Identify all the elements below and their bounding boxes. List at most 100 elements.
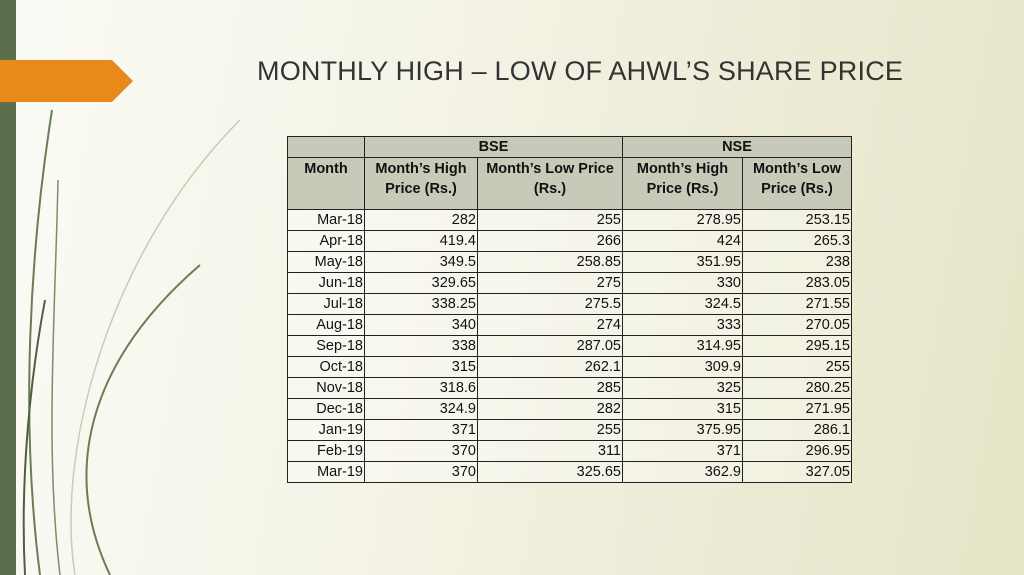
price-cell: 375.95 <box>622 419 743 441</box>
price-cell: 255 <box>477 419 623 441</box>
month-cell: Dec-18 <box>287 398 365 420</box>
price-cell: 275.5 <box>477 293 623 315</box>
data-row: Jun-18 329.65 275 330 283.05 <box>287 272 852 294</box>
month-cell: Nov-18 <box>287 377 365 399</box>
month-cell: May-18 <box>287 251 365 273</box>
month-cell: Apr-18 <box>287 230 365 252</box>
price-cell: 271.95 <box>742 398 852 420</box>
price-cell: 371 <box>364 419 478 441</box>
price-cell: 283.05 <box>742 272 852 294</box>
data-row: May-18 349.5 258.85 351.95 238 <box>287 251 852 273</box>
side-bar <box>0 0 16 575</box>
price-cell: 324.9 <box>364 398 478 420</box>
month-cell: Sep-18 <box>287 335 365 357</box>
column-header-row: Month Month’s High Price (Rs.) Month’s Low… <box>287 157 852 210</box>
price-cell: 280.25 <box>742 377 852 399</box>
column-header: Month <box>287 157 365 210</box>
month-cell: Jan-19 <box>287 419 365 441</box>
month-cell: Aug-18 <box>287 314 365 336</box>
price-cell: 275 <box>477 272 623 294</box>
data-row: Sep-18 338 287.05 314.95 295.15 <box>287 335 852 357</box>
price-cell: 282 <box>364 209 478 231</box>
price-cell: 419.4 <box>364 230 478 252</box>
price-cell: 278.95 <box>622 209 743 231</box>
price-cell: 362.9 <box>622 461 743 483</box>
price-cell: 266 <box>477 230 623 252</box>
month-cell: Jul-18 <box>287 293 365 315</box>
header-cell <box>287 136 365 158</box>
column-header: Month’s Low Price (Rs.) <box>742 157 852 210</box>
price-cell: 265.3 <box>742 230 852 252</box>
column-header: Month’s High Price (Rs.) <box>622 157 743 210</box>
price-cell: 270.05 <box>742 314 852 336</box>
column-header: Month’s Low Price (Rs.) <box>477 157 623 210</box>
price-cell: 333 <box>622 314 743 336</box>
grass <box>28 109 53 575</box>
price-cell: 271.55 <box>742 293 852 315</box>
price-cell: 282 <box>477 398 623 420</box>
price-cell: 371 <box>622 440 743 462</box>
price-cell: 330 <box>622 272 743 294</box>
data-row: Mar-19 370 325.65 362.9 327.05 <box>287 461 852 483</box>
price-cell: 238 <box>742 251 852 273</box>
price-cell: 285 <box>477 377 623 399</box>
price-cell: 370 <box>364 461 478 483</box>
price-cell: 370 <box>364 440 478 462</box>
price-cell: 351.95 <box>622 251 743 273</box>
price-cell: 325.65 <box>477 461 623 483</box>
data-row: Nov-18 318.6 285 325 280.25 <box>287 377 852 399</box>
price-cell: 338.25 <box>364 293 478 315</box>
orange-arrow <box>0 60 133 102</box>
price-cell: 325 <box>622 377 743 399</box>
price-cell: 258.85 <box>477 251 623 273</box>
group-header-row: BSE NSE <box>287 136 852 158</box>
price-cell: 255 <box>477 209 623 231</box>
grass <box>70 119 241 575</box>
data-row: Dec-18 324.9 282 315 271.95 <box>287 398 852 420</box>
month-cell: Jun-18 <box>287 272 365 294</box>
price-cell: 274 <box>477 314 623 336</box>
slide-title: MONTHLY HIGH – LOW OF AHWL’S SHARE PRICE <box>257 56 904 86</box>
group-header: BSE <box>364 136 623 158</box>
data-row: Mar-18 282 255 278.95 253.15 <box>287 209 852 231</box>
price-cell: 315 <box>364 356 478 378</box>
price-cell: 314.95 <box>622 335 743 357</box>
month-cell: Feb-19 <box>287 440 365 462</box>
price-cell: 349.5 <box>364 251 478 273</box>
month-cell: Mar-18 <box>287 209 365 231</box>
price-cell: 287.05 <box>477 335 623 357</box>
data-row: Aug-18 340 274 333 270.05 <box>287 314 852 336</box>
month-cell: Oct-18 <box>287 356 365 378</box>
group-header: NSE <box>622 136 852 158</box>
price-cell: 327.05 <box>742 461 852 483</box>
grass <box>22 299 46 575</box>
price-cell: 309.9 <box>622 356 743 378</box>
price-cell: 311 <box>477 440 623 462</box>
price-cell: 424 <box>622 230 743 252</box>
data-row: Feb-19 370 311 371 296.95 <box>287 440 852 462</box>
price-cell: 253.15 <box>742 209 852 231</box>
price-cell: 262.1 <box>477 356 623 378</box>
data-row: Jan-19 371 255 375.95 286.1 <box>287 419 852 441</box>
grass <box>85 264 201 575</box>
price-cell: 329.65 <box>364 272 478 294</box>
table-body: BSE NSE Month Month’s High Price (Rs.) Month… <box>287 136 852 483</box>
price-table: BSE NSE Month Month’s High Price (Rs.) Month… <box>287 136 852 483</box>
data-row: Jul-18 338.25 275.5 324.5 271.55 <box>287 293 852 315</box>
column-header: Month’s High Price (Rs.) <box>364 157 478 210</box>
price-cell: 318.6 <box>364 377 478 399</box>
price-cell: 295.15 <box>742 335 852 357</box>
grass <box>51 179 61 575</box>
price-cell: 286.1 <box>742 419 852 441</box>
price-cell: 340 <box>364 314 478 336</box>
price-cell: 255 <box>742 356 852 378</box>
price-cell: 338 <box>364 335 478 357</box>
price-cell: 296.95 <box>742 440 852 462</box>
month-cell: Mar-19 <box>287 461 365 483</box>
price-cell: 315 <box>622 398 743 420</box>
data-row: Oct-18 315 262.1 309.9 255 <box>287 356 852 378</box>
data-row: Apr-18 419.4 266 424 265.3 <box>287 230 852 252</box>
price-cell: 324.5 <box>622 293 743 315</box>
